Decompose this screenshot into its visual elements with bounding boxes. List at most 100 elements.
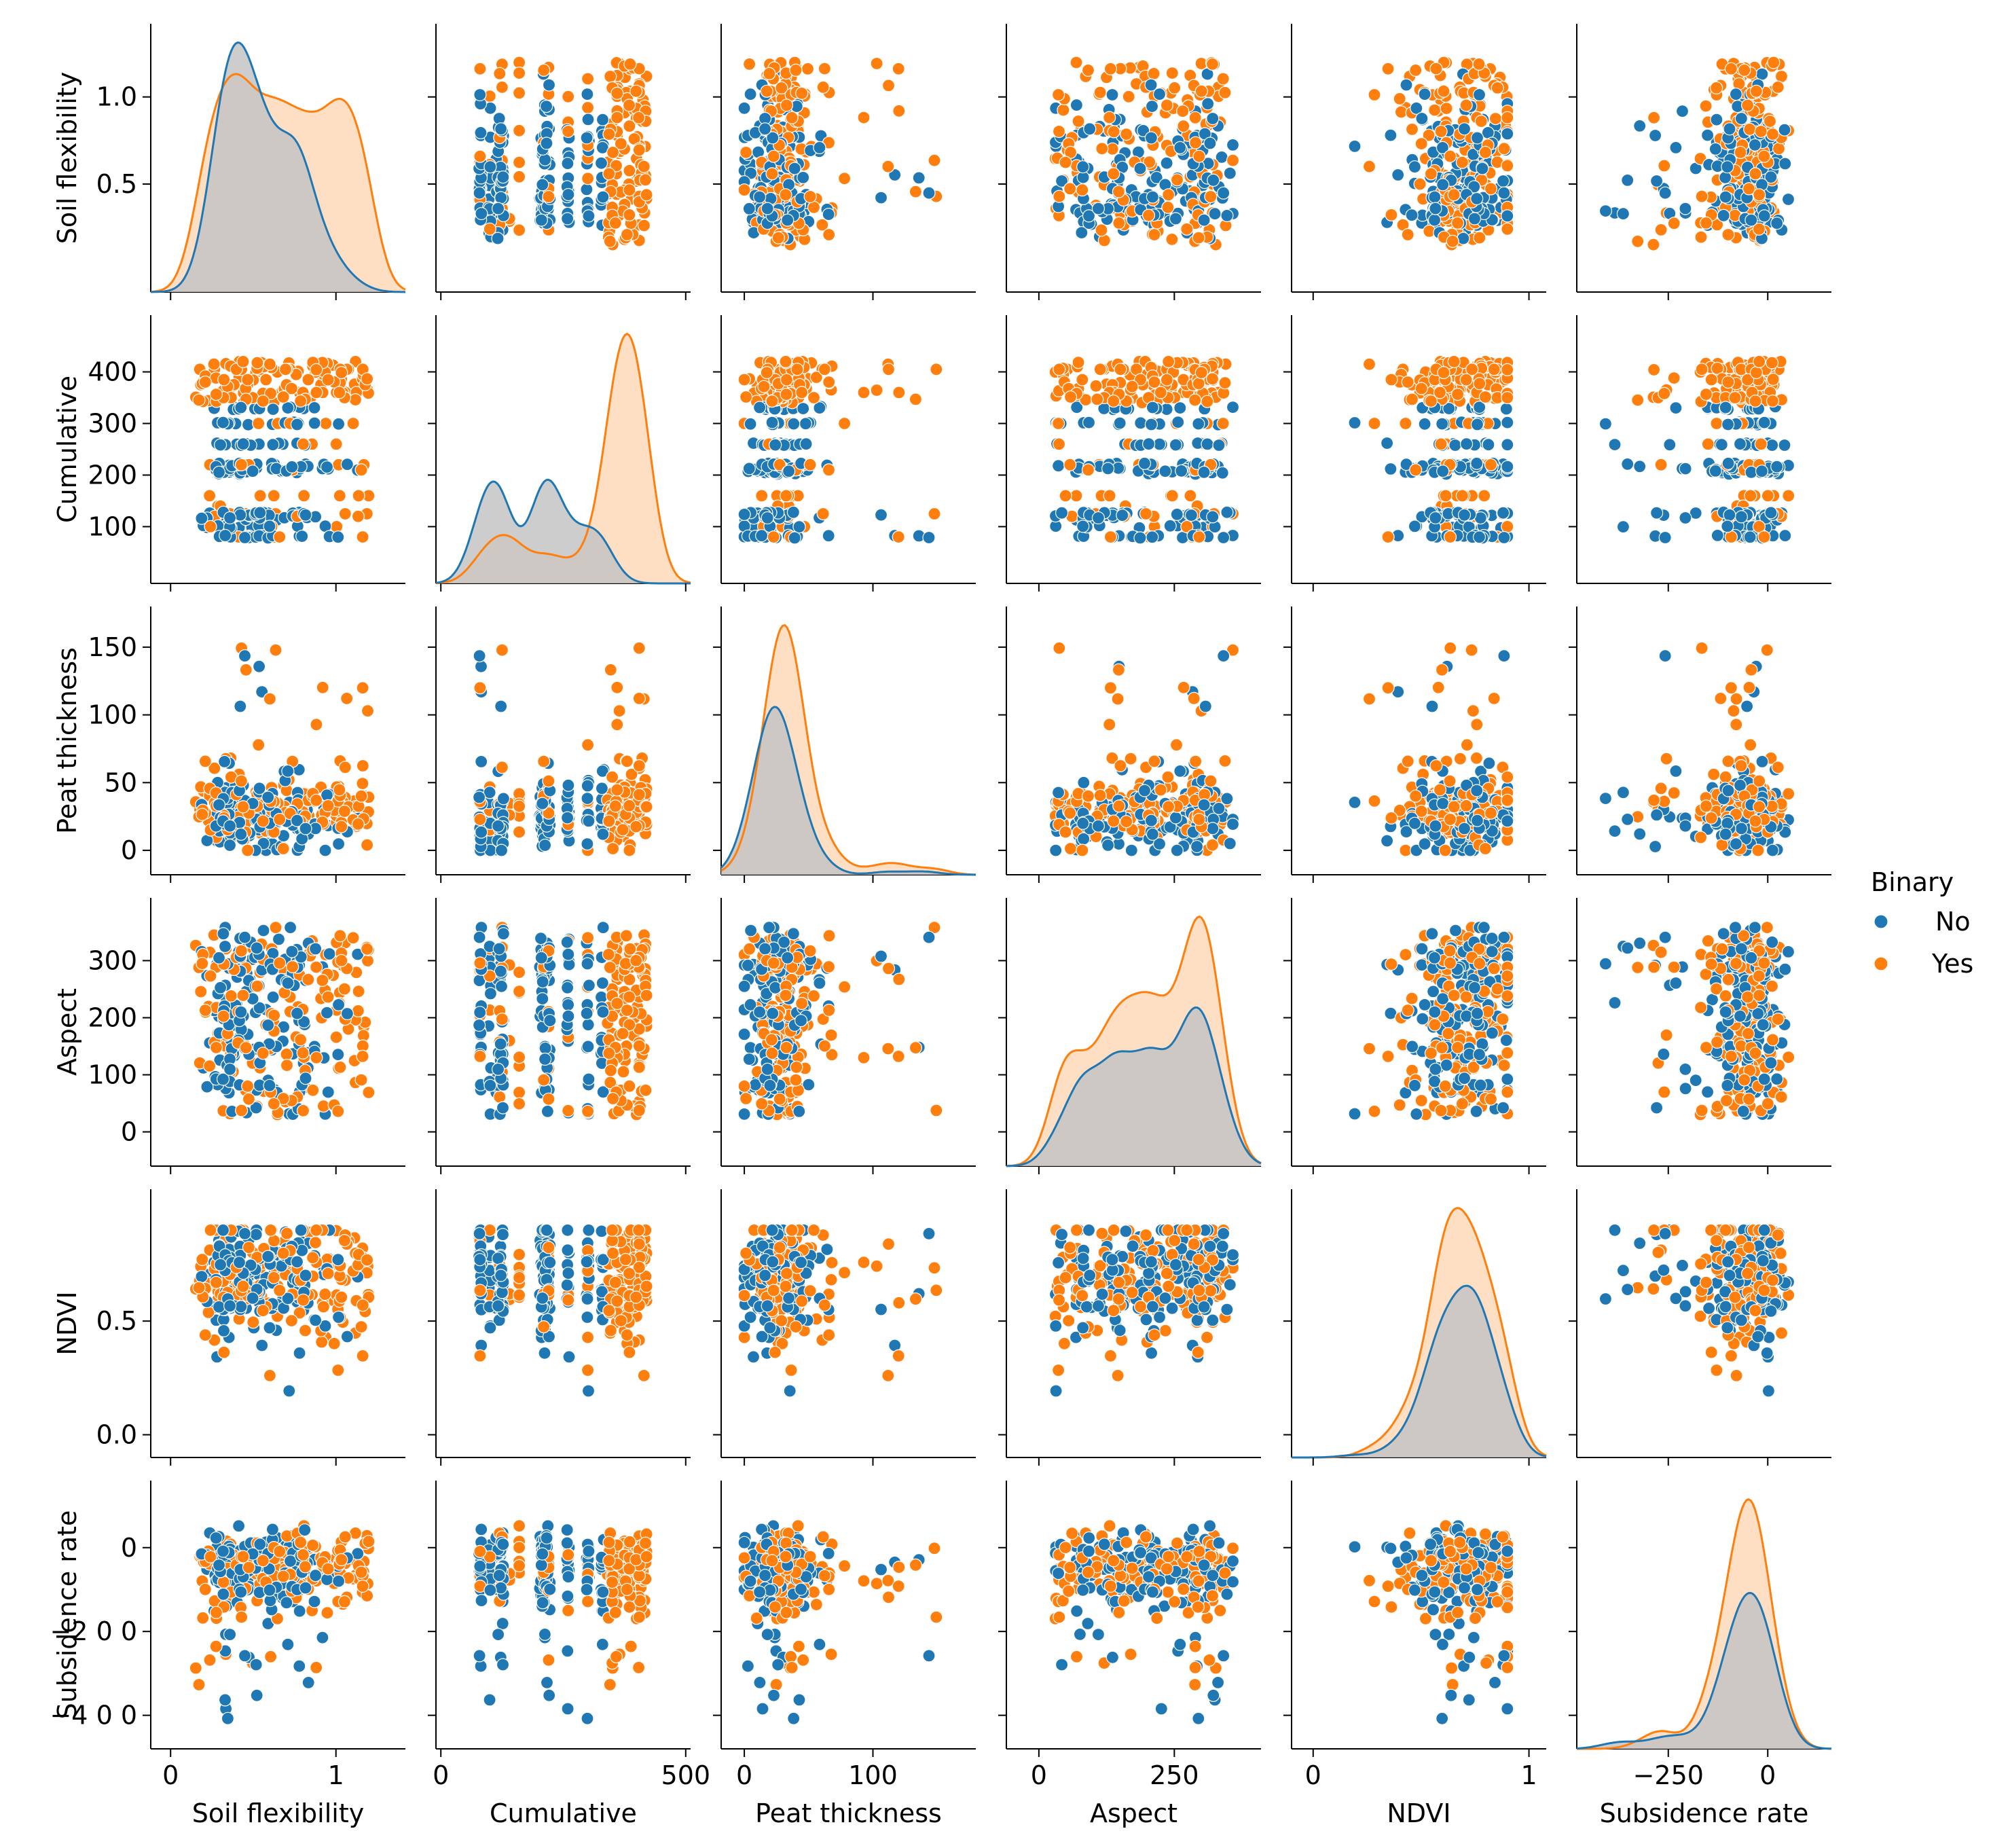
scatter-point-yes [1177, 120, 1190, 132]
scatter-point-yes [1435, 438, 1447, 450]
scatter-point-no [1419, 88, 1431, 101]
scatter-point-yes [1456, 156, 1468, 168]
scatter-point-no [1778, 124, 1791, 136]
scatter-point-yes [1772, 81, 1784, 93]
scatter-point-yes [1072, 115, 1084, 128]
scatter-point-no [1102, 839, 1114, 852]
scatter-point-yes [1166, 233, 1178, 245]
scatter-point-no [1634, 828, 1646, 840]
scatter-point-no [822, 209, 835, 221]
scatter-point-yes [1695, 231, 1707, 243]
scatter-point-yes [1473, 58, 1485, 70]
scatter-point-no [1749, 139, 1761, 151]
scatter-point-yes [251, 357, 263, 369]
scatter-point-no [913, 172, 925, 184]
scatter-point-no [1218, 650, 1230, 662]
scatter-point-yes [1104, 62, 1116, 75]
scatter-point-yes [1163, 189, 1175, 201]
scatter-point-yes [335, 820, 348, 833]
scatter-point-no [1381, 437, 1393, 450]
scatter-point-no [1622, 174, 1634, 186]
scatter-point-no [213, 466, 225, 478]
scatter-point-no [1416, 113, 1428, 125]
scatter-point-no [1174, 141, 1186, 153]
scatter-point-yes [630, 85, 642, 97]
scatter-point-yes [1415, 382, 1427, 395]
scatter-point-yes [623, 209, 636, 221]
scatter-point-yes [1162, 201, 1174, 213]
panel-cumulative-vs-peat-thickness [713, 315, 976, 592]
scatter-point-no [1202, 98, 1214, 110]
scatter-point-yes [623, 99, 636, 111]
scatter-point-yes [1501, 363, 1514, 376]
scatter-point-no [1501, 128, 1514, 140]
scatter-point-no [492, 202, 505, 215]
scatter-point-yes [1708, 768, 1720, 780]
scatter-point-yes [1382, 62, 1394, 75]
scatter-point-yes [892, 62, 905, 75]
scatter-point-no [787, 506, 799, 518]
scatter-point-yes [1072, 357, 1084, 369]
scatter-point-no [1469, 213, 1481, 225]
scatter-point-yes [1094, 363, 1106, 376]
scatter-point-yes [339, 508, 351, 520]
scatter-point-no [536, 797, 549, 810]
scatter-point-yes [1752, 844, 1764, 856]
scatter-point-no [583, 815, 595, 827]
scatter-point-yes [257, 395, 269, 407]
scatter-point-yes [1059, 826, 1072, 838]
scatter-point-no [1497, 175, 1510, 187]
scatter-point-yes [513, 156, 526, 168]
scatter-point-yes [242, 844, 254, 856]
scatter-point-no [1498, 532, 1510, 544]
scatter-point-yes [1767, 374, 1779, 386]
scatter-point-no [308, 417, 321, 429]
scatter-point-yes [355, 464, 367, 476]
scatter-point-yes [1725, 62, 1737, 75]
panel-peat-thickness-vs-subsidence-rate [1569, 606, 1831, 883]
scatter-point-yes [817, 81, 829, 93]
scatter-point-yes [1444, 775, 1456, 787]
scatter-point-no [1634, 460, 1646, 473]
scatter-point-yes [638, 160, 650, 173]
scatter-point-no [215, 439, 227, 451]
scatter-point-no [1501, 815, 1514, 827]
scatter-point-no [1077, 161, 1089, 173]
scatter-point-yes [1755, 438, 1767, 450]
scatter-point-yes [1114, 363, 1127, 376]
scatter-point-yes [1668, 372, 1680, 384]
scatter-point-no [473, 187, 486, 199]
scatter-point-yes [1364, 160, 1376, 173]
scatter-point-no [1459, 509, 1471, 521]
scatter-point-yes [474, 150, 486, 162]
scatter-point-no [1221, 506, 1233, 518]
scatter-point-yes [606, 771, 619, 783]
scatter-point-yes [775, 81, 788, 94]
scatter-point-yes [1094, 86, 1106, 98]
scatter-point-yes [1217, 418, 1229, 430]
scatter-point-no [562, 189, 574, 201]
scatter-point-yes [474, 682, 486, 694]
scatter-point-yes [740, 391, 752, 403]
scatter-point-yes [1188, 692, 1200, 704]
scatter-point-yes [474, 814, 486, 826]
scatter-point-yes [1711, 418, 1723, 430]
scatter-point-yes [1479, 843, 1491, 855]
scatter-point-no [1679, 820, 1692, 832]
scatter-point-yes [357, 531, 369, 543]
scatter-point-yes [1368, 89, 1381, 101]
scatter-point-yes [823, 229, 835, 241]
scatter-point-yes [1171, 174, 1184, 186]
scatter-point-yes [1655, 458, 1667, 471]
scatter-point-yes [611, 111, 623, 124]
panel-peat-thickness-vs-ndvi [1283, 606, 1546, 883]
scatter-point-no [1177, 532, 1189, 544]
scatter-point-yes [582, 102, 594, 114]
scatter-point-yes [1767, 128, 1779, 141]
scatter-point-no [797, 171, 809, 183]
scatter-point-no [473, 650, 486, 662]
panel-soil-flexibility-vs-peat-thickness [713, 24, 976, 300]
scatter-point-no [1664, 439, 1676, 451]
scatter-point-yes [604, 71, 617, 83]
scatter-point-yes [1655, 223, 1667, 236]
